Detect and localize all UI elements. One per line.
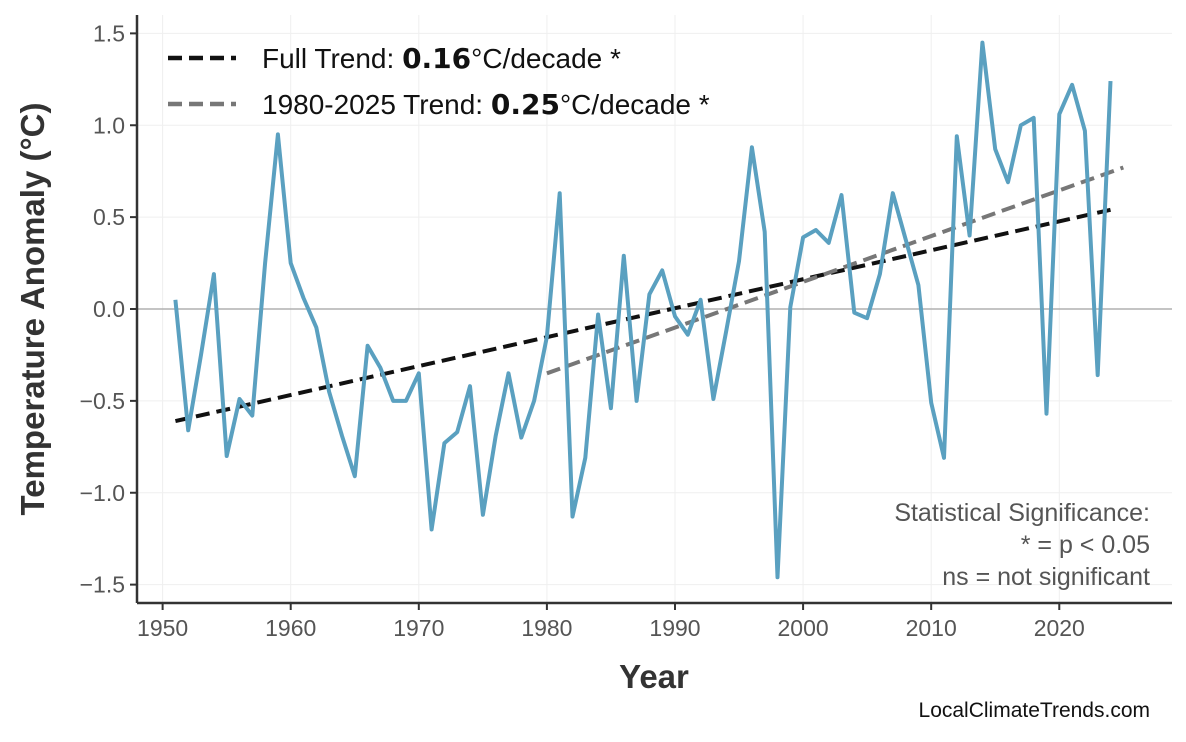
x-tick-label: 2020 — [1034, 615, 1085, 641]
tick-labels: 1950 1960 1970 1980 1990 2000 2010 2020 1.5 1.0 0.… — [80, 20, 1085, 641]
anomaly-series-line — [173, 40, 1113, 580]
y-tick-label: 1.0 — [93, 112, 125, 138]
recent-trend-line — [546, 165, 1124, 376]
legend: Full Trend: 0.16°C/decade * 1980-2025 Tr… — [168, 42, 710, 121]
y-tick-label: 0.0 — [93, 296, 125, 322]
y-tick-label: 1.5 — [93, 20, 125, 46]
legend-entry-full-trend: Full Trend: 0.16°C/decade * — [262, 42, 621, 75]
x-tick-label: 1990 — [649, 615, 700, 641]
x-tick-label: 1980 — [521, 615, 572, 641]
axes — [130, 15, 1172, 610]
y-tick-label: −0.5 — [80, 388, 125, 414]
x-tick-label: 2000 — [778, 615, 829, 641]
full-trend-line — [174, 207, 1111, 424]
watermark: LocalClimateTrends.com — [919, 699, 1150, 722]
legend-entry-recent-trend: 1980-2025 Trend: 0.25°C/decade * — [262, 88, 710, 121]
x-tick-label: 1970 — [393, 615, 444, 641]
trend-lines — [174, 165, 1124, 424]
y-axis-label: Temperature Anomaly (°C) — [14, 103, 51, 516]
x-tick-label: 1950 — [137, 615, 188, 641]
significance-star: * = p < 0.05 — [1021, 531, 1150, 559]
x-tick-label: 1960 — [265, 615, 316, 641]
y-tick-label: −1.0 — [80, 480, 125, 506]
significance-note: Statistical Significance: * = p < 0.05 n… — [894, 499, 1150, 591]
y-tick-label: 0.5 — [93, 204, 125, 230]
y-tick-label: −1.5 — [80, 572, 125, 598]
significance-title: Statistical Significance: — [894, 499, 1150, 527]
significance-ns: ns = not significant — [942, 563, 1150, 591]
x-axis-label: Year — [619, 658, 689, 695]
x-tick-label: 2010 — [906, 615, 957, 641]
